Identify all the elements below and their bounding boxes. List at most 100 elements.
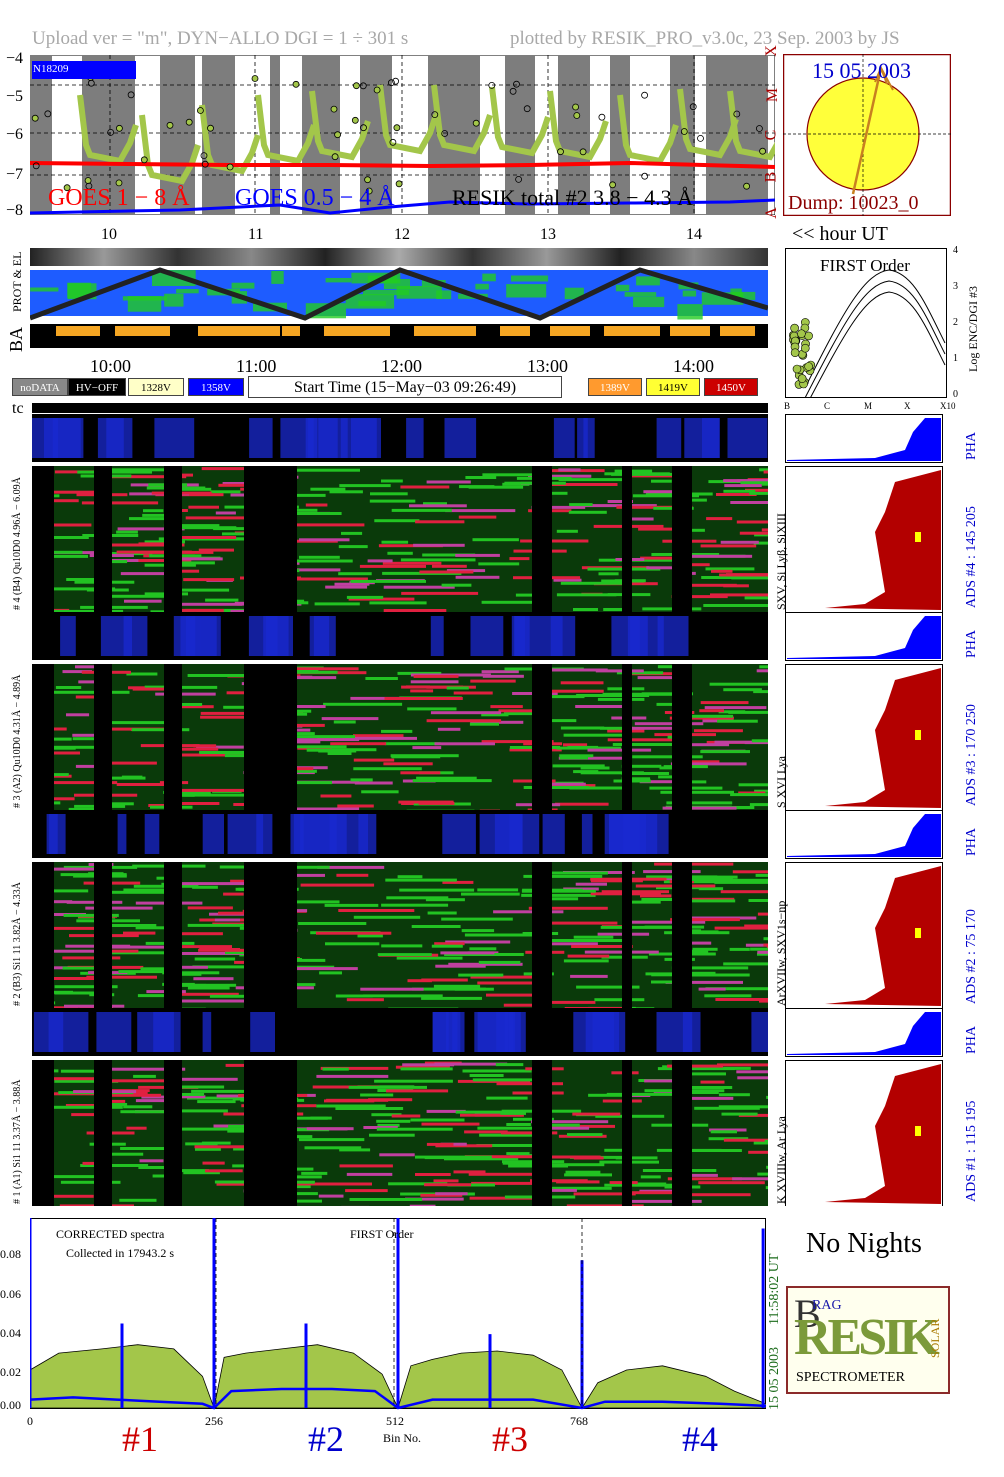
ads-panel-3 <box>785 612 943 810</box>
map-stroke <box>200 711 246 715</box>
map-bg <box>32 1060 768 1206</box>
map-stroke <box>166 588 230 592</box>
scatter-point <box>515 176 523 183</box>
logo-resik: RESIK <box>794 1309 940 1366</box>
map-stroke <box>720 540 759 544</box>
prot-patch <box>164 293 184 307</box>
map-stroke <box>169 561 215 565</box>
map-stroke <box>624 726 687 730</box>
map-stroke <box>124 559 192 562</box>
channel-lines-label: SXV, Si Lyβ, SiXIII <box>774 513 788 610</box>
class-letter-c: C <box>762 129 780 141</box>
map-stroke <box>682 1149 742 1152</box>
pha-strip-patch <box>442 814 476 854</box>
scatter-point <box>185 118 193 126</box>
map-stroke <box>457 1079 531 1083</box>
map-stroke <box>171 972 202 976</box>
pha-strip-patch <box>406 418 424 458</box>
map-stroke <box>465 476 497 479</box>
map-stroke <box>299 555 340 559</box>
map-stroke <box>537 491 568 495</box>
map-stroke <box>646 566 688 570</box>
map-stroke <box>558 478 632 482</box>
map-stroke <box>470 975 541 979</box>
map-stroke <box>738 783 768 787</box>
map-stroke <box>531 1120 609 1124</box>
map-stroke <box>630 1191 681 1195</box>
map-stroke <box>185 516 255 520</box>
map-stroke <box>282 1128 330 1132</box>
map-stroke <box>284 523 365 527</box>
map-stroke <box>333 720 356 724</box>
map-stroke <box>216 1182 261 1186</box>
map-stroke <box>723 489 756 493</box>
map-stroke <box>756 669 768 673</box>
map-stroke <box>325 942 380 946</box>
map-gap <box>94 466 112 612</box>
map-stroke <box>627 1199 702 1203</box>
map-stroke <box>209 994 253 998</box>
scatter-point <box>509 87 517 95</box>
map-stroke <box>280 807 360 810</box>
map-stroke <box>714 880 768 884</box>
class-letter-a: A <box>762 207 780 219</box>
map-stroke <box>179 487 212 491</box>
map-stroke <box>468 485 524 489</box>
map-stroke <box>482 473 543 477</box>
map-stroke <box>581 504 657 508</box>
spectrogram-stack: # 4 (B4) Qu10D0 4.96Å − 6.09Å SXV, Si Lyβ… <box>0 414 1004 1206</box>
map-stroke <box>749 491 768 495</box>
scatter-point <box>579 148 587 156</box>
map-stroke <box>415 1173 451 1176</box>
map-stroke <box>678 941 712 945</box>
map-stroke <box>521 893 596 897</box>
map-stroke <box>604 1148 632 1152</box>
ba-bar <box>500 326 530 336</box>
map-stroke <box>453 691 493 695</box>
map-stroke <box>384 697 463 700</box>
legend-resik-total: RESIK total #2 3.8 − 4.3 Å <box>452 185 693 210</box>
scatter-point <box>743 182 750 190</box>
scatter-point <box>697 135 704 142</box>
prot-patch <box>67 282 92 299</box>
map-stroke <box>353 758 395 762</box>
pha-strip-patch <box>430 616 444 656</box>
map-stroke <box>426 1142 454 1146</box>
goes-badge: N18209 <box>33 63 69 75</box>
map-stroke <box>77 470 152 474</box>
map-stroke <box>730 501 768 504</box>
map-stroke <box>120 1147 182 1150</box>
fo-point <box>804 362 813 371</box>
map-stroke <box>745 488 768 492</box>
map-stroke <box>384 742 441 746</box>
map-stroke <box>606 1092 686 1096</box>
goes-lightcurve-panel <box>30 55 775 215</box>
map-stroke <box>275 723 325 727</box>
map-stroke <box>123 931 156 935</box>
scatter-point <box>201 160 209 168</box>
scatter-points <box>31 74 766 195</box>
scatter-point <box>116 124 123 132</box>
map-stroke <box>32 550 83 554</box>
map-stroke <box>572 1112 621 1116</box>
pha-strip-patch <box>542 814 565 854</box>
pha-label: PHA <box>964 827 979 856</box>
pha-strip-patch <box>97 418 124 458</box>
scatter-point <box>395 180 403 188</box>
map-stroke <box>698 1181 765 1185</box>
map-stroke <box>506 1152 530 1156</box>
scatter-point <box>364 176 372 184</box>
map-stroke <box>330 742 387 746</box>
map-stroke <box>346 1172 393 1176</box>
map-stroke <box>486 1096 528 1100</box>
map-stroke <box>744 596 768 600</box>
map-stroke <box>155 493 224 497</box>
map-stroke <box>201 1141 231 1145</box>
map-stroke <box>109 543 185 547</box>
map-stroke <box>407 707 457 711</box>
map-stroke <box>334 582 370 586</box>
map-stroke <box>402 1063 455 1067</box>
pha-strip-patch <box>60 616 76 656</box>
prot-patch <box>732 291 756 300</box>
prot-patch <box>633 296 665 308</box>
